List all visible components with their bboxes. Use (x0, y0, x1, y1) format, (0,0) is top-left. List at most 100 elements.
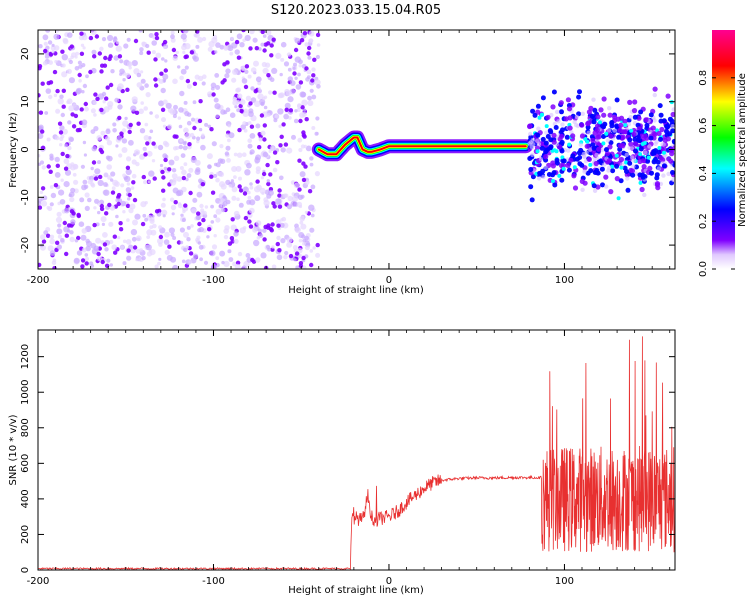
heatmap-cell (120, 88, 125, 94)
heatmap-cell (628, 141, 634, 147)
heatmap-cell (153, 144, 158, 149)
heatmap-cell (214, 73, 220, 78)
heatmap-cell (275, 198, 282, 205)
heatmap-cell (652, 92, 657, 98)
heatmap-cell (293, 118, 299, 124)
heatmap-cell (280, 57, 285, 62)
heatmap-cell (164, 154, 169, 159)
heatmap-cell (276, 223, 281, 228)
heatmap-cell (139, 154, 145, 160)
heatmap-cell (188, 251, 194, 256)
heatmap-cell (604, 184, 609, 189)
heatmap-cell (142, 213, 147, 218)
heatmap-cell (237, 251, 243, 257)
heatmap-cell (121, 138, 128, 144)
heatmap-cell (74, 239, 79, 243)
heatmap-cell (566, 167, 572, 173)
heatmap-cell (132, 245, 138, 250)
heatmap-cell (126, 61, 133, 67)
heatmap-cell (654, 172, 660, 178)
heatmap-cell (48, 169, 53, 174)
heatmap-cell (128, 122, 133, 128)
heatmap-cell (38, 110, 44, 115)
heatmap-cell (162, 73, 169, 80)
heatmap-cell (93, 245, 100, 252)
heatmap-cell (172, 78, 178, 85)
heatmap-cell (642, 192, 647, 198)
heatmap-cell (107, 56, 112, 62)
heatmap-cell (195, 237, 200, 243)
heatmap-cell (84, 192, 90, 198)
heatmap-cell (258, 137, 263, 142)
heatmap-cell (186, 173, 192, 178)
heatmap-cell (648, 135, 654, 141)
heatmap-cell (131, 236, 137, 242)
heatmap-cell (143, 106, 148, 111)
heatmap-cell (604, 150, 611, 157)
heatmap-cell (46, 137, 51, 142)
heatmap-cell (538, 156, 544, 162)
heatmap-cell (275, 160, 280, 165)
heatmap-cell (209, 174, 214, 179)
heatmap-cell (127, 139, 134, 146)
heatmap-cell (102, 63, 108, 68)
heatmap-cell (276, 254, 283, 261)
heatmap-cell (308, 38, 314, 43)
heatmap-cell (69, 191, 75, 198)
heatmap-cell (57, 223, 62, 228)
heatmap-cell (293, 249, 297, 253)
heatmap-cell (294, 37, 301, 44)
heatmap-cell (126, 218, 130, 222)
heatmap-cell (551, 132, 557, 138)
heatmap-cell (172, 114, 177, 119)
heatmap-cell (284, 250, 289, 256)
heatmap-cell (161, 209, 168, 216)
heatmap-cell (275, 241, 280, 247)
heatmap-cell (184, 111, 190, 117)
heatmap-cell (84, 253, 89, 257)
heatmap-cell (551, 179, 555, 183)
heatmap-cell (49, 238, 56, 245)
heatmap-cell (123, 43, 129, 49)
heatmap-cell (160, 107, 166, 113)
heatmap-cell (173, 146, 178, 151)
heatmap-cell (80, 164, 85, 169)
heatmap-cell (250, 97, 257, 103)
heatmap-cell (616, 196, 621, 201)
heatmap-cell (636, 126, 642, 132)
heatmap-cell (651, 150, 657, 156)
snr-ytick-label: 0 (20, 567, 31, 573)
heatmap-cell (106, 140, 113, 146)
heatmap-cell (213, 97, 219, 103)
heatmap-cell (177, 65, 181, 69)
heatmap-cell (309, 162, 314, 167)
heatmap-cell (194, 159, 201, 166)
heatmap-cell (162, 39, 168, 45)
heatmap-cell (119, 68, 125, 75)
heatmap-cell (254, 100, 261, 108)
colorbar-gradient (712, 30, 735, 269)
heatmap-cell (161, 188, 166, 193)
heatmap-cell (622, 165, 628, 171)
heatmap-cell (626, 122, 631, 127)
heatmap-cell (558, 162, 565, 169)
heatmap-cell (612, 114, 618, 120)
heatmap-cell (104, 96, 109, 101)
heatmap-cell (265, 162, 270, 168)
heatmap-cell (309, 262, 314, 268)
heatmap-cell (280, 93, 284, 98)
heatmap-cell (237, 152, 243, 158)
heatmap-cell (595, 114, 601, 120)
heatmap-cell (93, 126, 99, 132)
heatmap-cell (41, 165, 46, 170)
heatmap-cell (175, 190, 182, 197)
heatmap-cell (236, 87, 242, 93)
heatmap-cell (642, 133, 648, 139)
heatmap-cell (104, 211, 109, 216)
heatmap-cell (257, 145, 262, 150)
heatmap-cell (138, 108, 144, 115)
heatmap-cell (80, 43, 85, 47)
heatmap-cell (601, 141, 606, 146)
heatmap-cell (69, 196, 75, 203)
heatmap-cell (272, 90, 277, 95)
